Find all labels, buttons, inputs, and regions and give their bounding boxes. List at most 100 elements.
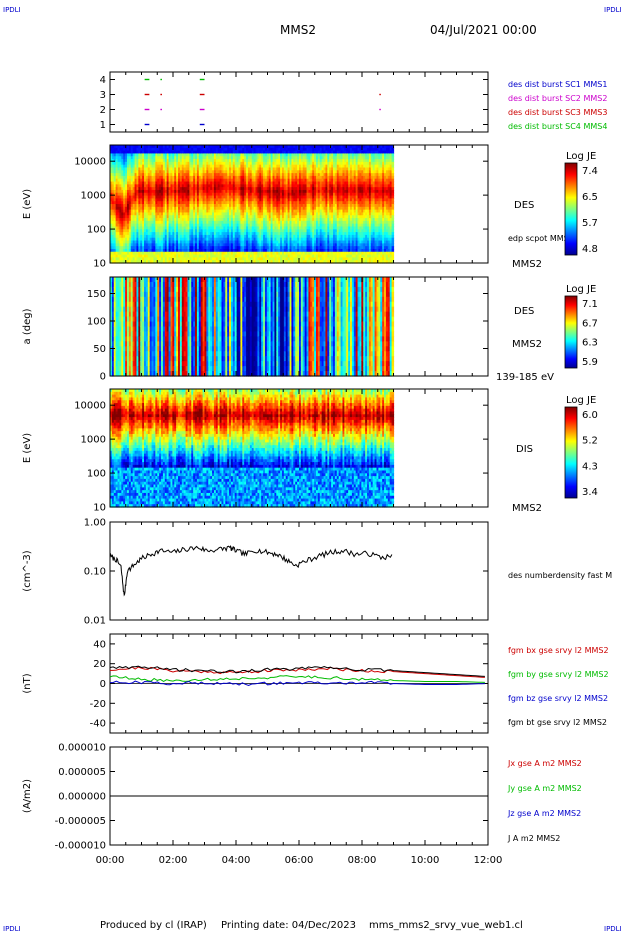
p-des-e-ylabel: E (eV) <box>22 189 33 219</box>
p-des-pa-ylabel: a (deg) <box>22 308 33 344</box>
dis-energy-spectrogram-panel: 10 100 1000 10000 E (eV) DIS MMS2 Log JE 6.0 5.2 4… <box>22 388 598 514</box>
bfield-series-line <box>109 675 485 683</box>
des-energy-label-scpot: edp scpot MMS2 <box>508 234 574 243</box>
p-dis-e-ylabel: E (eV) <box>22 433 33 463</box>
current-series-label: J A m2 MMS2 <box>507 834 560 843</box>
current-series-label: Jz gse A m2 MMS2 <box>507 809 581 818</box>
current-ytick-label: -0.000010 <box>55 841 106 852</box>
dis-energy-colorbar-tick-label: 3.4 <box>582 487 598 498</box>
dis-energy-colorbar <box>564 406 578 499</box>
p-dis-e-ytick-label: 100 <box>87 469 106 480</box>
current-series-label: Jx gse A m2 MMS2 <box>507 759 582 768</box>
p-dis-e-ytick-label: 1000 <box>81 435 106 446</box>
des-pitch-colorbar-tick-label: 6.7 <box>582 318 598 329</box>
bfield-ytick-label: -40 <box>90 719 106 730</box>
bfield-series-label: fgm bz gse srvy l2 MMS2 <box>508 694 608 703</box>
time-tick-label: 08:00 <box>348 855 377 866</box>
p-dis-e-cells <box>110 389 395 508</box>
current-ytick-label: 0.000010 <box>58 743 106 754</box>
density-panel: 0.01 0.10 1.00 (cm^-3) des numberdensity fas… <box>22 518 612 627</box>
des-energy-colorbar-title: Log JE <box>566 151 596 162</box>
current-density-panel: -0.000010 -0.000005 0.000000 0.000005 0.0000… <box>22 743 582 852</box>
p-des-pa-ytick-label: 100 <box>87 317 106 328</box>
dis-energy-label-spacecraft: MMS2 <box>512 503 542 514</box>
spacecraft-title: MMS2 <box>280 23 316 37</box>
des-energy-spectrogram-panel: 10 100 1000 10000 E (eV) DES edp scpot MMS2 MMS… <box>22 144 598 270</box>
footer-printing-date: Printing date: 04/Dec/2023 <box>221 920 356 931</box>
des-energy-colorbar-tick-label: 7.4 <box>582 166 598 177</box>
burst-ytick-label: 4 <box>100 75 106 86</box>
dis-energy-colorbar-tick-label: 4.3 <box>582 461 598 472</box>
des-energy-colorbar-tick-label: 5.7 <box>582 218 598 229</box>
bfield-series-line <box>109 680 485 687</box>
des-pitch-colorbar-tick-label: 5.9 <box>582 357 598 368</box>
time-tick-label: 02:00 <box>159 855 188 866</box>
bfield-ytick-label: 40 <box>93 639 106 650</box>
des-pitch-colorbar-tick-label: 6.3 <box>582 338 598 349</box>
bfield-series-line <box>110 666 485 678</box>
current-ytick-label: 0.000005 <box>58 767 106 778</box>
des-pitch-colorbar-tick-label: 7.1 <box>582 299 598 310</box>
bfield-ytick-label: -20 <box>90 699 106 710</box>
des-pitch-label-instrument: DES <box>514 306 534 317</box>
dis-energy-colorbar-tick-label: 6.0 <box>582 410 598 421</box>
p-des-e-ytick-label: 100 <box>87 225 106 236</box>
footer-producer: Produced by cl (IRAP) <box>100 920 207 931</box>
burst-ytick-label: 1 <box>100 120 106 131</box>
time-tick-label: 06:00 <box>285 855 314 866</box>
dis-energy-label-instrument: DIS <box>516 444 533 455</box>
des-energy-colorbar-tick-label: 6.5 <box>582 192 598 203</box>
p-dis-e-ytick-label: 10 <box>93 503 106 514</box>
bfield-series-label: fgm by gse srvy l2 MMS2 <box>508 670 609 679</box>
date-title: 04/Jul/2021 00:00 <box>430 23 537 37</box>
footer-file-name: mms_mms2_srvy_vue_web1.cl <box>369 920 523 931</box>
burst-legend-entry: des dist burst SC1 MMS1 <box>508 80 607 89</box>
des-pitch-colorbar <box>564 295 578 369</box>
des-pitch-colorbar-title: Log JE <box>566 284 596 295</box>
corner-label-bottom-left: IPDLI <box>3 925 21 933</box>
burst-legend-entry: des dist burst SC2 MMS2 <box>508 94 607 103</box>
corner-label-top-right: IPDLI <box>604 6 622 14</box>
corner-label-bottom-right: IPDLI <box>604 925 622 933</box>
time-tick-label: 04:00 <box>222 855 251 866</box>
bfield-ytick-label: 0 <box>100 679 106 690</box>
des-pitch-label-spacecraft: MMS2 <box>512 339 542 350</box>
des-energy-colorbar <box>564 162 578 256</box>
density-frame <box>109 521 489 621</box>
bfield-series-label: fgm bt gse srvy l2 MMS2 <box>508 718 607 727</box>
burst-ytick-label: 2 <box>100 105 106 116</box>
p-des-pa-ytick-label: 0 <box>100 372 106 383</box>
burst-legend-entry: des dist burst SC4 MMS4 <box>508 122 607 131</box>
bfield-series-line <box>109 665 485 677</box>
p-des-e-ytick-label: 10000 <box>74 157 106 168</box>
magnetic-field-panel: -40 -20 0 20 40 (nT) fgm bx gse srvy l2 MMS2 fg… <box>22 633 609 734</box>
p-des-pa-cells <box>110 277 395 377</box>
p-des-pa-ytick-label: 150 <box>87 289 106 300</box>
density-ytick-label: 0.10 <box>84 567 106 578</box>
current-ytick-label: -0.000005 <box>55 816 106 827</box>
des-pitch-label-energy-band: 139-185 eV <box>496 372 554 383</box>
burst-legend-entry: des dist burst SC3 MMS3 <box>508 108 607 117</box>
density-ytick-label: 1.00 <box>84 518 106 529</box>
bfield-series-label: fgm bx gse srvy l2 MMS2 <box>508 646 609 655</box>
des-energy-colorbar-tick-label: 4.8 <box>582 244 598 255</box>
density-ytick-label: 0.01 <box>84 616 106 627</box>
density-ylabel: (cm^-3) <box>22 550 33 591</box>
time-axis: 00:00 02:00 04:00 06:00 08:00 10:00 12:00 <box>96 855 503 866</box>
des-energy-label-instrument: DES <box>514 200 534 211</box>
time-tick-label: 00:00 <box>96 855 125 866</box>
p-des-pa-ytick-label: 50 <box>93 344 106 355</box>
dis-energy-colorbar-title: Log JE <box>566 395 596 406</box>
p-des-e-ytick-label: 1000 <box>81 191 106 202</box>
bfield-ytick-label: 20 <box>93 659 106 670</box>
density-series-label: des numberdensity fast M <box>508 571 612 580</box>
dis-energy-colorbar-tick-label: 5.2 <box>582 436 598 447</box>
des-energy-label-spacecraft: MMS2 <box>512 259 542 270</box>
p-des-e-cells <box>110 145 395 264</box>
density-series-line <box>109 544 393 597</box>
des-pitch-angle-panel: 0 50 100 150 a (deg) DES MMS2 139-185 eV Log JE 7… <box>22 276 598 383</box>
burst-frame <box>109 71 489 133</box>
time-tick-label: 10:00 <box>411 855 440 866</box>
burst-ytick-label: 3 <box>100 90 106 101</box>
